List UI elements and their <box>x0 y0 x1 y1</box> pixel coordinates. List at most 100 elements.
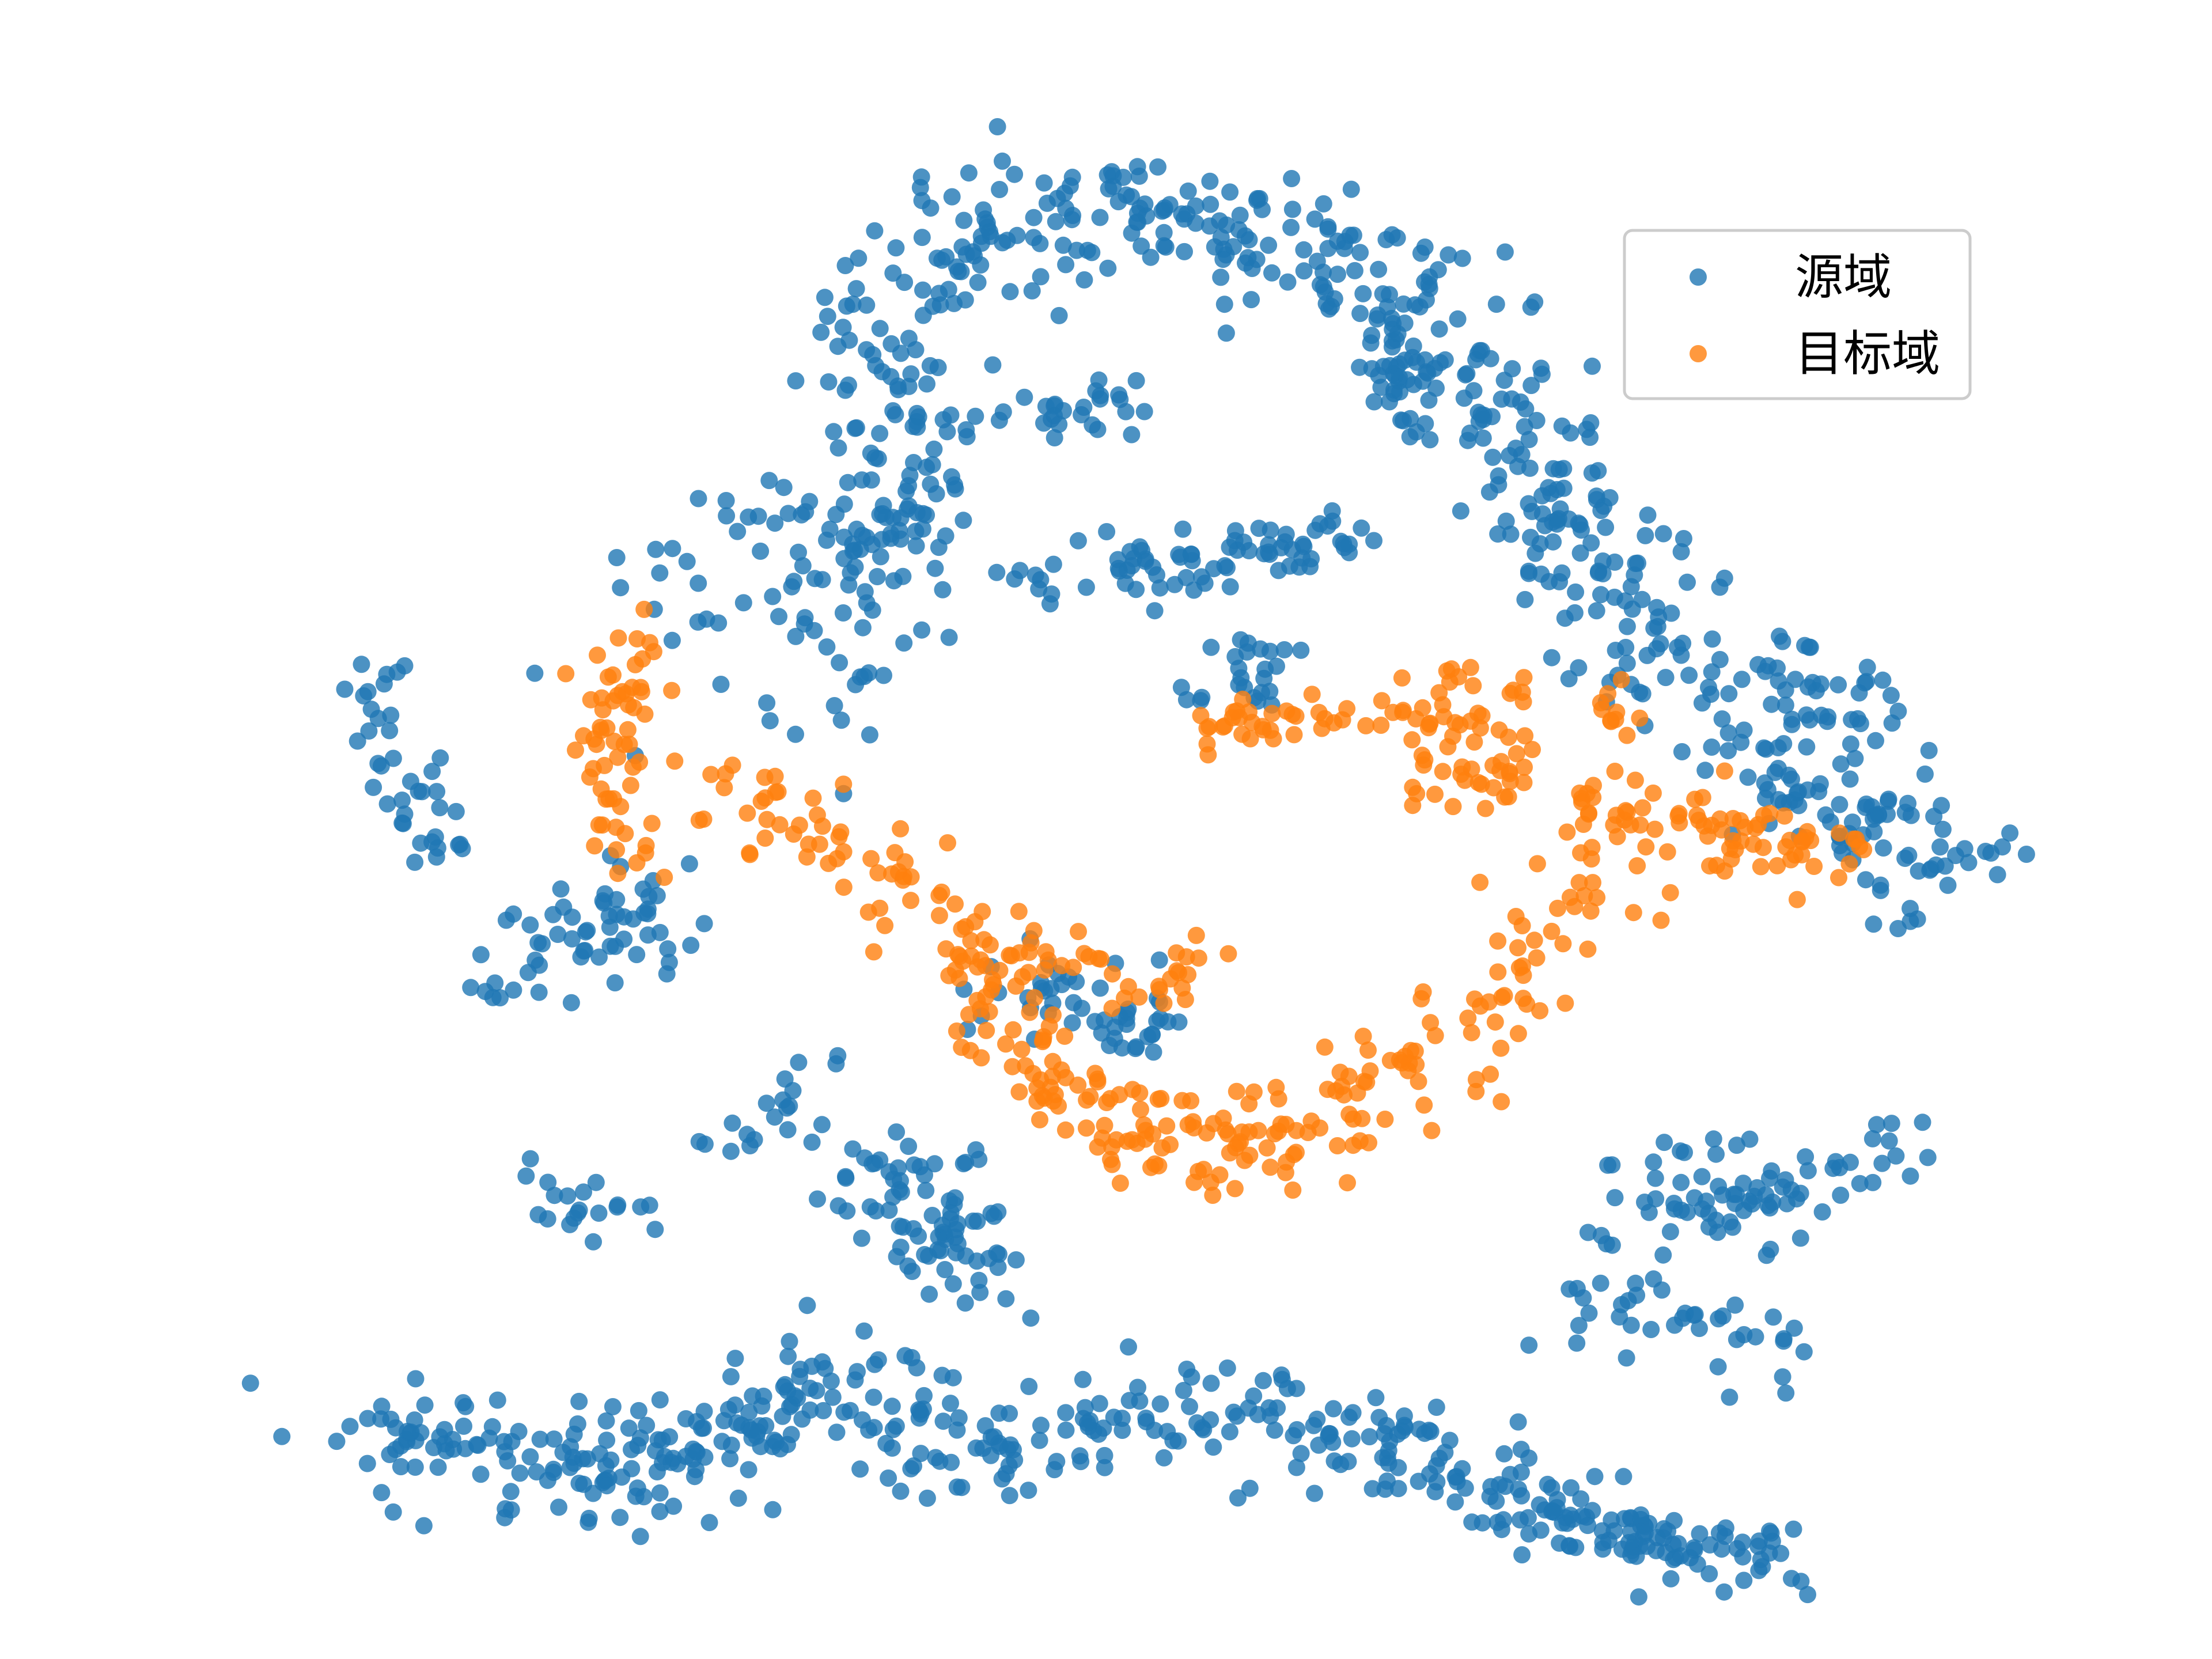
target-point <box>1580 805 1597 823</box>
source-point <box>651 1391 669 1409</box>
source-point <box>1548 1499 1566 1517</box>
target-point <box>1111 1175 1129 1192</box>
source-point <box>1295 262 1313 280</box>
source-point <box>1016 388 1033 406</box>
source-point <box>790 543 807 561</box>
target-point <box>599 668 617 686</box>
source-point <box>360 722 378 740</box>
source-point <box>1422 1423 1440 1440</box>
source-point <box>1123 557 1141 575</box>
target-point <box>1132 1101 1149 1118</box>
source-point <box>1775 1332 1793 1350</box>
target-point <box>865 943 882 961</box>
source-point <box>1726 1296 1744 1314</box>
target-point <box>1480 993 1498 1011</box>
source-point <box>1703 630 1721 648</box>
source-point <box>695 1419 712 1437</box>
source-point <box>1221 1423 1238 1441</box>
source-point <box>1774 1368 1791 1386</box>
source-point <box>378 665 396 683</box>
source-point <box>575 1183 592 1201</box>
source-point <box>819 308 836 325</box>
source-point <box>1636 1524 1654 1542</box>
target-point <box>1103 999 1121 1017</box>
source-point <box>431 1428 449 1446</box>
source-point <box>1720 685 1738 703</box>
source-point <box>552 880 570 898</box>
source-point <box>866 1355 884 1373</box>
source-point <box>1377 231 1395 248</box>
source-point <box>1783 710 1801 728</box>
legend-label-target: 目标域 <box>1795 325 1940 382</box>
source-point <box>1226 648 1244 665</box>
source-point <box>1570 659 1588 677</box>
source-point <box>806 570 824 588</box>
source-point <box>359 1410 377 1427</box>
source-point <box>1580 1304 1598 1322</box>
source-point <box>1069 532 1087 550</box>
source-point <box>1074 1370 1092 1388</box>
source-point <box>1150 951 1168 969</box>
target-point <box>1219 945 1237 963</box>
source-point <box>1902 900 1919 918</box>
source-point <box>882 335 900 353</box>
source-point <box>1785 1319 1803 1337</box>
source-point <box>994 403 1012 421</box>
source-point <box>1741 1130 1759 1148</box>
source-point <box>462 979 480 997</box>
source-point <box>1376 1425 1393 1442</box>
legend-entry-source: 源域 <box>1690 249 1892 305</box>
source-point <box>1630 1588 1647 1606</box>
source-point <box>1183 1368 1200 1386</box>
source-point <box>1709 1358 1727 1376</box>
target-point <box>1056 1027 1074 1045</box>
target-point <box>1081 1088 1099 1105</box>
source-point <box>889 1159 907 1177</box>
target-point <box>592 780 610 798</box>
target-point <box>1173 1092 1191 1109</box>
source-point <box>511 1464 529 1482</box>
source-point <box>1522 298 1540 316</box>
target-point <box>1469 774 1487 791</box>
source-point <box>1268 657 1285 675</box>
target-point <box>968 958 986 976</box>
source-point <box>726 1350 744 1368</box>
source-point <box>918 506 935 524</box>
source-point <box>1927 856 1945 874</box>
target-point <box>1198 719 1216 737</box>
target-point <box>978 1021 995 1039</box>
source-point <box>631 1528 649 1546</box>
target-point <box>1404 797 1422 815</box>
source-point <box>1795 1343 1813 1361</box>
source-point <box>483 1418 501 1435</box>
source-point <box>696 1135 714 1153</box>
source-point <box>1889 920 1907 937</box>
target-point <box>1421 714 1439 732</box>
target-point <box>1025 922 1043 940</box>
source-point <box>1215 296 1233 313</box>
source-point <box>728 1414 746 1432</box>
source-point <box>774 1407 791 1425</box>
source-point <box>606 974 624 992</box>
target-point <box>1509 1025 1527 1043</box>
source-point <box>1798 738 1816 756</box>
target-point <box>1652 911 1670 929</box>
source-point <box>724 1114 741 1132</box>
source-point <box>860 1421 878 1439</box>
target-point <box>889 863 907 881</box>
source-point <box>1011 562 1029 579</box>
target-point <box>620 736 638 753</box>
source-point <box>1484 448 1502 466</box>
source-point <box>620 1419 638 1437</box>
source-point <box>1324 512 1342 530</box>
source-point <box>1100 180 1118 198</box>
target-point <box>1270 1090 1287 1108</box>
source-point <box>1117 403 1135 421</box>
target-point <box>715 779 733 797</box>
source-point <box>1817 806 1835 824</box>
source-point <box>1056 184 1074 202</box>
target-point <box>632 679 650 696</box>
source-point <box>1707 1211 1725 1229</box>
source-point <box>570 1392 588 1410</box>
source-point <box>958 428 976 446</box>
